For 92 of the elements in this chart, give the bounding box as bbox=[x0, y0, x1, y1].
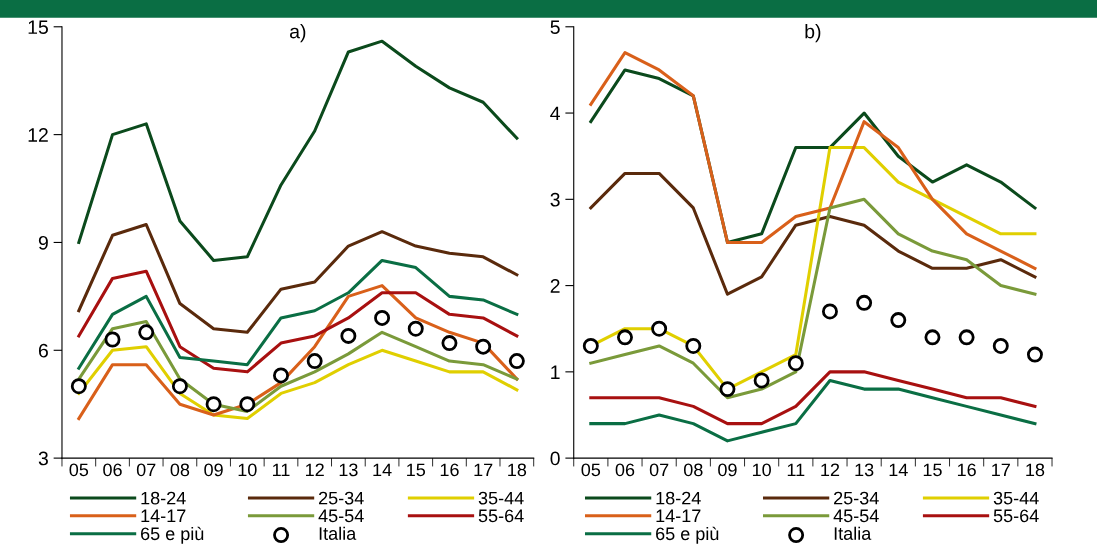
x-tick-label: 12 bbox=[306, 463, 324, 477]
legend-label: 25-34 bbox=[319, 491, 364, 505]
point bbox=[407, 320, 424, 337]
point bbox=[70, 378, 87, 395]
x-tick-label: 05 bbox=[69, 463, 89, 477]
x-tick-label: 09 bbox=[204, 463, 223, 477]
legend-label: 45-54 bbox=[833, 509, 879, 523]
y-tick-label: 12 bbox=[28, 128, 48, 142]
point bbox=[171, 378, 188, 395]
legend-label: 25-34 bbox=[834, 491, 879, 505]
point bbox=[617, 329, 633, 346]
line-series bbox=[589, 197, 1037, 400]
x-tick-label: 12 bbox=[821, 463, 840, 477]
point bbox=[1026, 346, 1043, 363]
point bbox=[138, 324, 155, 341]
legend-label: 55-64 bbox=[478, 509, 524, 523]
x-tick-label: 06 bbox=[103, 463, 122, 477]
legend-label: 65 e più bbox=[656, 526, 719, 544]
line-series bbox=[589, 51, 1037, 270]
point bbox=[205, 396, 222, 413]
point bbox=[441, 335, 458, 352]
x-tick-label: 14 bbox=[889, 463, 908, 477]
x-tick-label: 09 bbox=[718, 463, 737, 477]
point bbox=[787, 355, 804, 372]
line-series bbox=[589, 370, 1037, 426]
x-tick-label: 08 bbox=[170, 463, 190, 477]
x-tick-label: 10 bbox=[752, 463, 771, 477]
x-tick-label: 05 bbox=[581, 463, 601, 477]
y-tick-label: 1 bbox=[551, 365, 560, 379]
line-series bbox=[589, 171, 1037, 296]
x-tick-label: 08 bbox=[683, 463, 703, 477]
y-tick-label: 4 bbox=[550, 106, 560, 121]
x-tick-label: 16 bbox=[440, 463, 459, 477]
point bbox=[856, 294, 873, 311]
x-tick-label: 15 bbox=[923, 463, 942, 477]
line-series bbox=[77, 284, 519, 421]
x-tick-label: 16 bbox=[957, 463, 976, 477]
point bbox=[992, 337, 1009, 354]
x-tick-label: 13 bbox=[339, 463, 358, 477]
point bbox=[239, 396, 256, 413]
legend-label: 65 e più bbox=[141, 526, 204, 544]
legend-label: 18-24 bbox=[656, 491, 701, 505]
y-tick-label: 6 bbox=[38, 343, 48, 358]
x-tick-label: 13 bbox=[855, 463, 874, 477]
x-tick-label: 15 bbox=[407, 463, 426, 477]
legend-label: 18-24 bbox=[141, 491, 186, 505]
legend-label: 14-17 bbox=[656, 509, 701, 523]
x-tick-label: 07 bbox=[136, 463, 156, 477]
x-tick-label: 18 bbox=[1026, 463, 1045, 477]
y-tick-label: 5 bbox=[550, 20, 560, 35]
x-tick-label: 07 bbox=[649, 463, 669, 477]
legend-label: Italia bbox=[834, 526, 872, 540]
legend-label: 14-17 bbox=[141, 509, 186, 523]
x-tick-label: 06 bbox=[615, 463, 635, 477]
x-tick-label: 17 bbox=[992, 463, 1010, 477]
y-tick-label: 9 bbox=[38, 235, 48, 250]
x-tick-label: 11 bbox=[787, 463, 805, 477]
point bbox=[753, 372, 770, 389]
point bbox=[958, 329, 975, 346]
point bbox=[890, 312, 907, 329]
point bbox=[340, 327, 357, 344]
y-tick-label: 15 bbox=[28, 20, 48, 35]
y-tick-label: 0 bbox=[550, 451, 560, 466]
point bbox=[104, 331, 121, 348]
point bbox=[719, 381, 736, 398]
legend-label: 35-44 bbox=[478, 491, 524, 505]
x-tick-label: 17 bbox=[474, 463, 493, 477]
legend-label: 55-64 bbox=[993, 509, 1039, 523]
chart-title: b) bbox=[805, 24, 821, 43]
point bbox=[685, 337, 702, 354]
point bbox=[582, 337, 599, 354]
point bbox=[273, 367, 289, 384]
point bbox=[306, 353, 323, 370]
chart-title: a) bbox=[290, 24, 306, 43]
line-series bbox=[77, 222, 519, 334]
x-tick-label: 18 bbox=[508, 463, 527, 477]
x-tick-label: 11 bbox=[272, 463, 290, 477]
y-tick-label: 3 bbox=[550, 192, 560, 207]
legend-label: 45-54 bbox=[318, 509, 364, 523]
point bbox=[924, 329, 941, 346]
point bbox=[374, 309, 391, 326]
point bbox=[475, 338, 492, 355]
line-series bbox=[589, 378, 1037, 443]
x-tick-label: 10 bbox=[238, 463, 257, 477]
point bbox=[821, 303, 838, 320]
point bbox=[508, 353, 525, 370]
y-tick-label: 2 bbox=[550, 279, 560, 293]
legend-label: 35-44 bbox=[993, 491, 1039, 505]
y-tick-label: 3 bbox=[38, 451, 48, 466]
point bbox=[651, 320, 668, 337]
x-tick-label: 14 bbox=[373, 463, 392, 477]
legend-label: Italia bbox=[319, 526, 357, 540]
